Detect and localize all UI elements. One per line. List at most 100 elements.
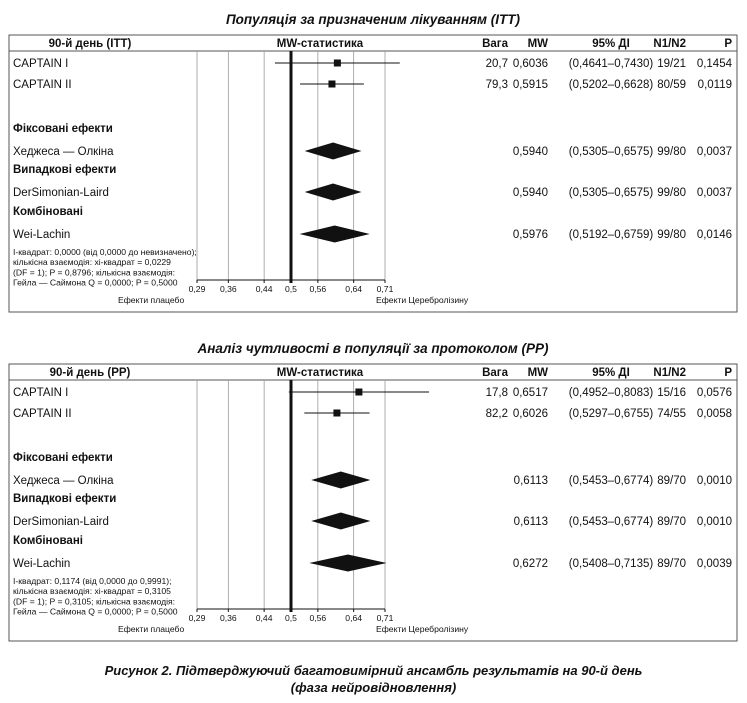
study-weight: 82,2 bbox=[486, 408, 508, 420]
pooled-ci: (0,5305–0,6575) bbox=[569, 187, 654, 199]
pooled-diamond bbox=[311, 471, 371, 489]
pooled-method-name: DerSimonian-Laird bbox=[13, 516, 109, 528]
pooled-ci: (0,5192–0,6759) bbox=[569, 229, 654, 241]
column-header-population: 90-й день (PP) bbox=[50, 367, 131, 379]
pooled-p: 0,0037 bbox=[697, 187, 732, 199]
study-name: CAPTAIN II bbox=[13, 79, 72, 91]
pooled-group-label: Комбіновані bbox=[13, 206, 83, 218]
study-name: CAPTAIN I bbox=[13, 58, 68, 70]
pooled-diamond bbox=[299, 225, 370, 243]
pooled-mw: 0,6113 bbox=[514, 475, 548, 487]
study-mw: 0,6036 bbox=[513, 58, 548, 70]
pooled-p: 0,0146 bbox=[697, 229, 732, 241]
pooled-diamond bbox=[304, 142, 362, 160]
study-row: CAPTAIN II 82,2 0,6026 (0,5297–0,6755) 74/55… bbox=[13, 408, 732, 420]
pooled-group-label: Випадкові ефекти bbox=[13, 164, 116, 176]
pooled-mw: 0,5940 bbox=[513, 146, 548, 158]
pooled-diamond bbox=[309, 554, 387, 572]
study-row: CAPTAIN II 79,3 0,5915 (0,5202–0,6628) 80/59… bbox=[13, 79, 732, 91]
pooled-mw: 0,5976 bbox=[513, 229, 548, 241]
study-p: 0,0576 bbox=[697, 387, 732, 399]
column-header-population: 90-й день (ITT) bbox=[49, 38, 132, 50]
x-tick-label: 0,44 bbox=[256, 284, 273, 294]
pooled-mw: 0,6272 bbox=[513, 558, 548, 570]
x-tick-label: 0,29 bbox=[189, 284, 206, 294]
axis-label-cerebrolysin: Ефекти Церебролізину bbox=[376, 295, 469, 305]
pooled-diamond bbox=[304, 183, 362, 201]
x-tick-label: 0,64 bbox=[345, 284, 362, 294]
x-tick-label: 0,56 bbox=[309, 284, 326, 294]
pooled-n: 89/70 bbox=[657, 516, 686, 528]
study-weight: 79,3 bbox=[486, 79, 508, 91]
study-point-estimate bbox=[328, 80, 336, 88]
caption-line-2: (фаза нейровідновлення) bbox=[290, 680, 457, 695]
pooled-row: Фіксовані ефекти Хеджеса — Олкіна 0,5940 (0… bbox=[13, 123, 732, 160]
study-row: CAPTAIN I 17,8 0,6517 (0,4952–0,8083) 15/16 0… bbox=[13, 387, 732, 399]
column-header-mw: MW bbox=[528, 38, 549, 50]
caption-line-1: Рисунок 2. Підтверджуючий багатовимірний… bbox=[104, 663, 643, 678]
heterogeneity-note-line: I-квадрат: 0,0000 (від 0,0000 до невизна… bbox=[13, 247, 197, 257]
pooled-method-name: Wei-Lachin bbox=[13, 229, 70, 241]
pooled-ci: (0,5453–0,6774) bbox=[569, 516, 654, 528]
pooled-n: 89/70 bbox=[657, 475, 686, 487]
pooled-n: 89/70 bbox=[657, 558, 686, 570]
study-weight: 17,8 bbox=[486, 387, 508, 399]
pooled-p: 0,0010 bbox=[697, 475, 732, 487]
pooled-ci: (0,5305–0,6575) bbox=[569, 146, 654, 158]
column-header-n: N1/N2 bbox=[653, 38, 686, 50]
heterogeneity-note-line: (DF = 1); P = 0,3105; кількісна взаємоді… bbox=[13, 596, 175, 606]
study-point-estimate bbox=[333, 59, 341, 67]
pooled-diamond bbox=[311, 512, 371, 530]
pooled-method-name: DerSimonian-Laird bbox=[13, 187, 109, 199]
pooled-row: Випадкові ефекти DerSimonian-Laird 0,6113 (… bbox=[13, 493, 732, 530]
study-ci: (0,5202–0,6628) bbox=[569, 79, 654, 91]
column-header-n: N1/N2 bbox=[653, 367, 686, 379]
column-header-ci: 95% ДІ bbox=[592, 38, 630, 50]
study-n: 19/21 bbox=[657, 58, 686, 70]
forest-panel-2: Аналіз чутливості в популяції за протоко… bbox=[8, 341, 738, 642]
study-name: CAPTAIN II bbox=[13, 408, 72, 420]
pooled-group-label: Фіксовані ефекти bbox=[13, 123, 113, 135]
column-header-ci: 95% ДІ bbox=[592, 367, 630, 379]
pooled-n: 99/80 bbox=[657, 187, 686, 199]
heterogeneity-note-line: Гейла — Саймона Q = 0,0000; P = 0,5000 bbox=[13, 607, 178, 617]
study-n: 74/55 bbox=[657, 408, 686, 420]
study-mw: 0,6026 bbox=[513, 408, 548, 420]
forest-panel-1: Популяція за призначеним лікуванням (ITT… bbox=[8, 12, 738, 313]
study-point-estimate bbox=[355, 388, 363, 396]
study-ci: (0,5297–0,6755) bbox=[569, 408, 654, 420]
x-tick-label: 0,71 bbox=[377, 613, 394, 623]
heterogeneity-note-line: Гейла — Саймона Q = 0,0000; P = 0,5000 bbox=[13, 278, 178, 288]
study-mw: 0,6517 bbox=[513, 387, 548, 399]
panel-frame bbox=[8, 363, 738, 642]
pooled-method-name: Wei-Lachin bbox=[13, 558, 70, 570]
pooled-group-label: Комбіновані bbox=[13, 535, 83, 547]
x-tick-label: 0,71 bbox=[377, 284, 394, 294]
pooled-row: Комбіновані Wei-Lachin 0,6272 (0,5408–0,713… bbox=[13, 535, 732, 572]
pooled-p: 0,0037 bbox=[697, 146, 732, 158]
column-header-mw-statistic: MW-статистика bbox=[277, 367, 364, 379]
study-row: CAPTAIN I 20,7 0,6036 (0,4641–0,7430) 19/21 0… bbox=[13, 58, 733, 70]
study-p: 0,1454 bbox=[697, 58, 733, 70]
pooled-row: Фіксовані ефекти Хеджеса — Олкіна 0,6113 (0… bbox=[13, 452, 732, 489]
column-header-mw-statistic: MW-статистика bbox=[277, 38, 364, 50]
heterogeneity-note-line: I-квадрат: 0,1174 (від 0,0000 до 0,9991)… bbox=[13, 576, 172, 586]
pooled-group-label: Фіксовані ефекти bbox=[13, 452, 113, 464]
pooled-n: 99/80 bbox=[657, 229, 686, 241]
x-tick-label: 0,5 bbox=[285, 284, 297, 294]
x-tick-label: 0,44 bbox=[256, 613, 273, 623]
pooled-row: Випадкові ефекти DerSimonian-Laird 0,5940 (… bbox=[13, 164, 732, 201]
study-p: 0,0058 bbox=[697, 408, 732, 420]
column-header-p: P bbox=[724, 367, 732, 379]
study-ci: (0,4952–0,8083) bbox=[569, 387, 654, 399]
x-tick-label: 0,36 bbox=[220, 613, 237, 623]
column-header-mw: MW bbox=[528, 367, 549, 379]
study-p: 0,0119 bbox=[698, 79, 732, 91]
x-tick-label: 0,64 bbox=[345, 613, 362, 623]
heterogeneity-notes: I-квадрат: 0,1174 (від 0,0000 до 0,9991)… bbox=[13, 576, 178, 617]
column-header-weight: Вага bbox=[482, 367, 508, 379]
column-header-p: P bbox=[724, 38, 732, 50]
column-header-weight: Вага bbox=[482, 38, 508, 50]
x-tick-label: 0,36 bbox=[220, 284, 237, 294]
